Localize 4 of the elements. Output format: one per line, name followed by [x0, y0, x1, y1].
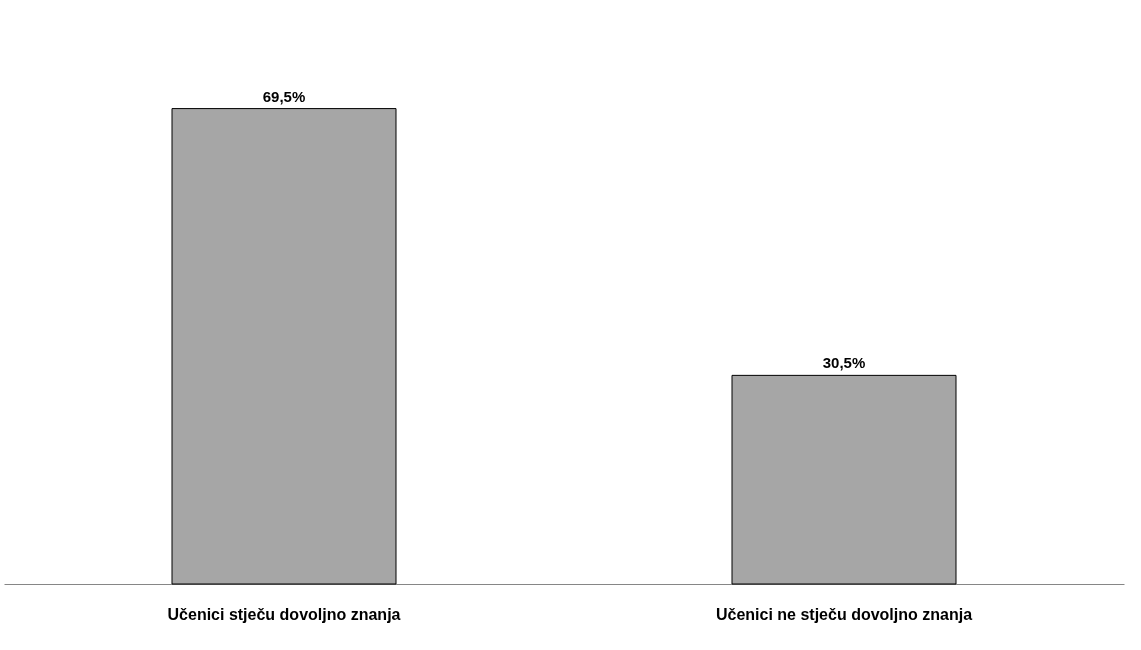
data-label: 30,5% — [822, 354, 866, 372]
data-label: 69,5% — [262, 87, 306, 105]
x-tick-label: Učenici stječu dovoljno znanja — [167, 605, 401, 623]
x-tick-label: Učenici ne stječu dovoljno znanja — [715, 605, 973, 623]
